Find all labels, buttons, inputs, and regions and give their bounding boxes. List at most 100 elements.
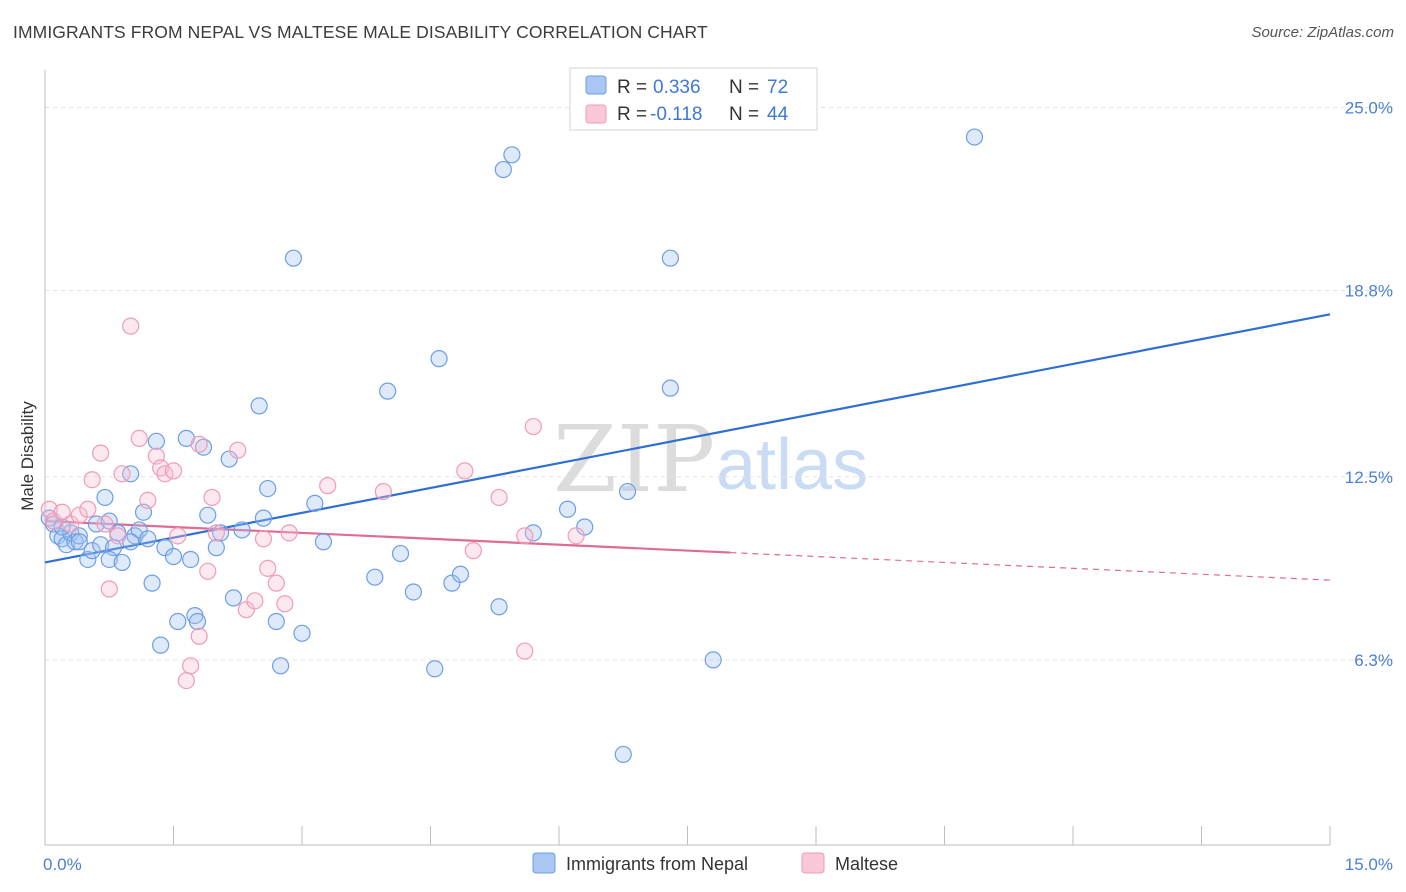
maltese-point-43 xyxy=(190,435,208,453)
bottom-legend-label-maltese: Maltese xyxy=(835,854,898,874)
y-axis-label: Male Disability xyxy=(18,401,37,511)
maltese-point-9 xyxy=(100,580,118,598)
maltese-point-2 xyxy=(53,503,71,521)
trend-lines xyxy=(44,313,1331,581)
y-tick-label-3: 25.0% xyxy=(1345,99,1393,118)
nepal-point-25 xyxy=(152,636,170,654)
watermark: ZIP atlas xyxy=(553,406,868,513)
maltese-point-40 xyxy=(524,417,542,436)
legend-swatch-nepal xyxy=(585,75,607,95)
bottom-legend-label-nepal: Immigrants from Nepal xyxy=(566,854,748,874)
legend-n-value-nepal: 72 xyxy=(767,77,788,98)
gridlines xyxy=(45,107,1393,661)
stats-legend: R = 0.336 N = 72 R = -0.118 N = 44 xyxy=(569,67,818,131)
maltese-point-42 xyxy=(516,642,534,660)
maltese-point-32 xyxy=(276,595,294,613)
nepal-point-45 xyxy=(293,624,311,642)
stats-legend-box xyxy=(569,67,818,131)
legend-n-value-maltese: 44 xyxy=(767,104,789,125)
nepal-point-35 xyxy=(207,539,225,557)
chart-title: IMMIGRANTS FROM NEPAL VS MALTESE MALE DI… xyxy=(13,22,708,42)
nepal-point-70 xyxy=(70,533,88,551)
nepal-point-17 xyxy=(113,553,131,572)
nepal-point-53 xyxy=(430,350,448,368)
nepal-point-67 xyxy=(704,651,722,669)
maltese-point-3 xyxy=(62,515,80,533)
nepal-point-8 xyxy=(79,550,97,569)
maltese-point-20 xyxy=(177,671,195,690)
maltese-point-38 xyxy=(490,488,508,507)
maltese-point-19 xyxy=(169,527,187,545)
maltese-point-14 xyxy=(139,491,157,509)
legend-swatch-maltese xyxy=(585,104,607,124)
legend-r-label-maltese: R = xyxy=(617,104,647,125)
maltese-point-37 xyxy=(464,542,482,560)
data-points xyxy=(40,128,984,764)
nepal-point-39 xyxy=(224,589,243,607)
nepal-point-64 xyxy=(618,482,637,501)
nepal-point-68 xyxy=(965,128,984,146)
nepal-point-48 xyxy=(314,533,333,551)
nepal-point-54 xyxy=(426,660,444,678)
nepal-point-26 xyxy=(156,539,174,557)
maltese-point-4 xyxy=(70,506,88,524)
maltese-point-39 xyxy=(516,527,534,545)
maltese-trend-line xyxy=(44,519,731,554)
bottom-legend-swatch-nepal xyxy=(532,852,556,874)
y-tick-label-1: 12.5% xyxy=(1345,468,1393,487)
maltese-trend-line-projection xyxy=(730,551,1331,581)
nepal-point-55 xyxy=(443,574,461,592)
nepal-point-16 xyxy=(100,550,118,569)
bottom-legend: Immigrants from Nepal Maltese xyxy=(532,852,898,874)
nepal-point-30 xyxy=(182,550,200,569)
nepal-trend-line xyxy=(44,313,1331,564)
maltese-point-25 xyxy=(207,524,225,542)
legend-r-label-nepal: R = xyxy=(617,77,647,98)
maltese-point-1 xyxy=(44,512,63,530)
nepal-point-51 xyxy=(391,544,410,563)
maltese-point-41 xyxy=(567,527,585,545)
nepal-point-7 xyxy=(70,527,88,545)
watermark-atlas: atlas xyxy=(716,425,868,505)
axes xyxy=(44,70,1331,846)
source-label: Source: ZipAtlas.com xyxy=(1251,24,1394,41)
maltese-point-12 xyxy=(122,317,140,335)
maltese-point-23 xyxy=(199,562,217,580)
nepal-point-61 xyxy=(558,500,577,518)
x-axis-ticks: 0.0% 15.0% xyxy=(43,855,1393,874)
nepal-point-40 xyxy=(250,397,268,415)
nepal-point-63 xyxy=(614,745,632,764)
maltese-point-33 xyxy=(280,524,298,542)
nepal-point-32 xyxy=(188,612,207,631)
nepal-point-59 xyxy=(503,146,521,164)
nepal-point-23 xyxy=(143,574,161,592)
x-tick-label-1: 15.0% xyxy=(1345,855,1393,874)
maltese-point-26 xyxy=(229,441,247,459)
nepal-point-34 xyxy=(199,506,217,524)
nepal-point-44 xyxy=(271,657,290,675)
maltese-point-24 xyxy=(203,488,221,507)
nepal-point-42 xyxy=(259,479,277,498)
maltese-point-35 xyxy=(374,482,392,501)
maltese-point-5 xyxy=(79,500,97,518)
nepal-point-50 xyxy=(379,382,397,400)
nepal-point-22 xyxy=(139,530,157,548)
nepal-point-46 xyxy=(284,249,303,267)
maltese-point-21 xyxy=(182,657,200,675)
nepal-point-58 xyxy=(494,160,512,179)
nepal-point-24 xyxy=(147,432,165,450)
nepal-point-38 xyxy=(220,450,238,468)
maltese-point-36 xyxy=(456,462,474,480)
nepal-point-43 xyxy=(267,612,285,631)
nepal-point-36 xyxy=(212,524,230,542)
legend-r-value-maltese: -0.118 xyxy=(650,104,702,125)
y-tick-label-2: 18.8% xyxy=(1345,282,1393,301)
nepal-point-65 xyxy=(661,379,679,397)
x-tick-label-0: 0.0% xyxy=(43,855,82,874)
nepal-point-11 xyxy=(92,536,110,554)
nepal-point-47 xyxy=(306,494,324,512)
maltese-point-22 xyxy=(190,627,208,645)
bottom-legend-swatch-maltese xyxy=(801,852,825,874)
maltese-point-10 xyxy=(109,527,127,545)
nepal-point-37 xyxy=(233,521,251,539)
